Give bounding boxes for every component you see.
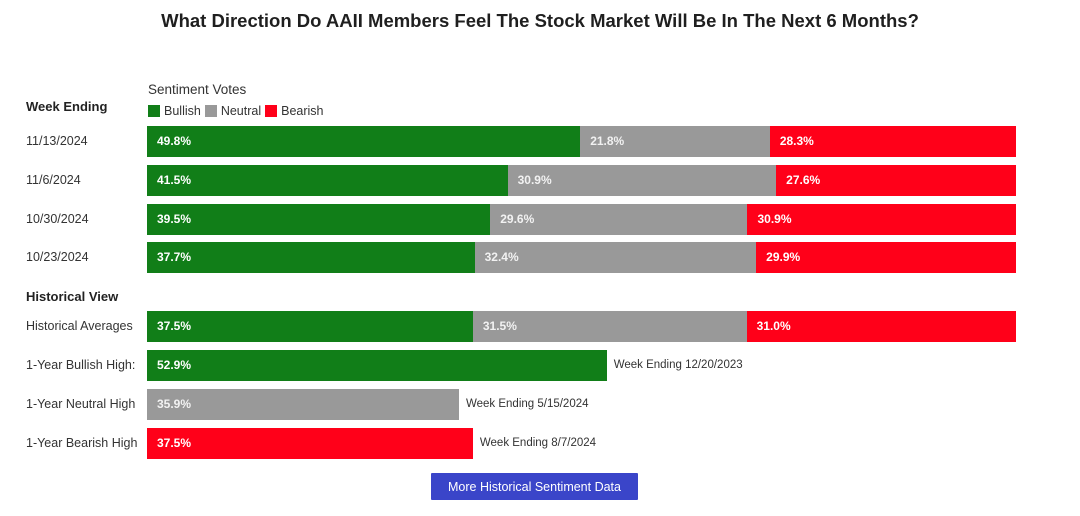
bullish-segment: 37.5%	[147, 311, 473, 342]
data-label: 31.5%	[482, 319, 517, 333]
bearish-segment: 37.5%	[147, 428, 473, 459]
bullish-swatch	[148, 105, 160, 117]
data-label: 37.5%	[157, 319, 192, 333]
data-label: 21.8%	[590, 134, 625, 148]
row-label: 10/30/2024	[26, 212, 89, 226]
week-ending-note: Week Ending 12/20/2023	[613, 359, 743, 371]
bearish-high-bar: 37.5%	[147, 428, 473, 459]
data-label: 35.9%	[157, 397, 192, 411]
data-label: 31.0%	[756, 319, 791, 333]
legend-item-bearish: Bearish	[265, 104, 324, 118]
neutral-segment: 31.5%	[472, 311, 747, 342]
bullish-segment: 41.5%	[147, 165, 508, 196]
stacked-bar: 37.7% 32.4% 29.9%	[147, 242, 1016, 273]
bullish-high-bar: 52.9%	[147, 350, 607, 381]
more-historical-data-button[interactable]: More Historical Sentiment Data	[431, 473, 638, 500]
week-ending-note: Week Ending 8/7/2024	[479, 437, 597, 449]
legend-item-neutral: Neutral	[204, 104, 262, 118]
data-label: 37.7%	[157, 250, 192, 264]
bearish-segment: 27.6%	[776, 165, 1016, 196]
neutral-segment: 30.9%	[507, 165, 777, 196]
legend-label: Bearish	[281, 104, 324, 118]
data-label: 39.5%	[157, 212, 192, 226]
stacked-bar: 41.5% 30.9% 27.6%	[147, 165, 1016, 196]
bullish-segment: 39.5%	[147, 204, 491, 235]
bearish-segment: 29.9%	[756, 242, 1016, 273]
neutral-swatch	[204, 105, 217, 117]
bullish-segment: 49.8%	[147, 126, 581, 157]
row-label: 1-Year Bullish High:	[26, 358, 136, 372]
neutral-segment: 35.9%	[147, 389, 459, 420]
data-label: 29.9%	[766, 250, 801, 264]
neutral-segment: 29.6%	[490, 204, 748, 235]
data-label: 32.4%	[484, 250, 519, 264]
row-label: 11/13/2024	[26, 134, 88, 148]
row-label: Historical Averages	[26, 319, 133, 333]
stacked-bar: 39.5% 29.6% 30.9%	[147, 204, 1016, 235]
neutral-segment: 21.8%	[580, 126, 770, 157]
stacked-bar: 37.5% 31.5% 31.0%	[147, 311, 1016, 342]
data-label: 27.6%	[786, 173, 821, 187]
bearish-segment: 28.3%	[769, 126, 1016, 157]
bearish-segment: 31.0%	[746, 311, 1016, 342]
bullish-segment: 37.7%	[147, 242, 475, 273]
data-label: 41.5%	[157, 173, 192, 187]
week-ending-note: Week Ending 5/15/2024	[465, 398, 589, 410]
bearish-swatch	[265, 105, 278, 117]
data-label: 29.6%	[500, 212, 535, 226]
data-label: 30.9%	[757, 212, 792, 226]
week-ending-heading: Week Ending	[26, 99, 108, 114]
legend: Bullish Neutral Bearish	[148, 104, 328, 118]
sentiment-votes-label: Sentiment Votes	[148, 82, 247, 97]
data-label: 28.3%	[779, 134, 814, 148]
legend-item-bullish: Bullish	[148, 104, 201, 118]
row-label: 1-Year Bearish High	[26, 436, 138, 450]
legend-label: Neutral	[220, 104, 262, 118]
data-label: 49.8%	[157, 134, 192, 148]
stacked-bar: 49.8% 21.8% 28.3%	[147, 126, 1016, 157]
data-label: 30.9%	[517, 173, 552, 187]
row-label: 11/6/2024	[26, 173, 81, 187]
data-label: 37.5%	[157, 436, 192, 450]
neutral-segment: 32.4%	[474, 242, 757, 273]
chart-title: What Direction Do AAII Members Feel The …	[161, 10, 919, 31]
neutral-high-bar: 35.9%	[147, 389, 459, 420]
bullish-segment: 52.9%	[147, 350, 607, 381]
historical-view-heading: Historical View	[26, 289, 119, 304]
data-label: 52.9%	[157, 358, 192, 372]
bearish-segment: 30.9%	[747, 204, 1016, 235]
legend-label: Bullish	[164, 104, 201, 118]
row-label: 10/23/2024	[26, 250, 89, 264]
row-label: 1-Year Neutral High	[26, 397, 136, 411]
